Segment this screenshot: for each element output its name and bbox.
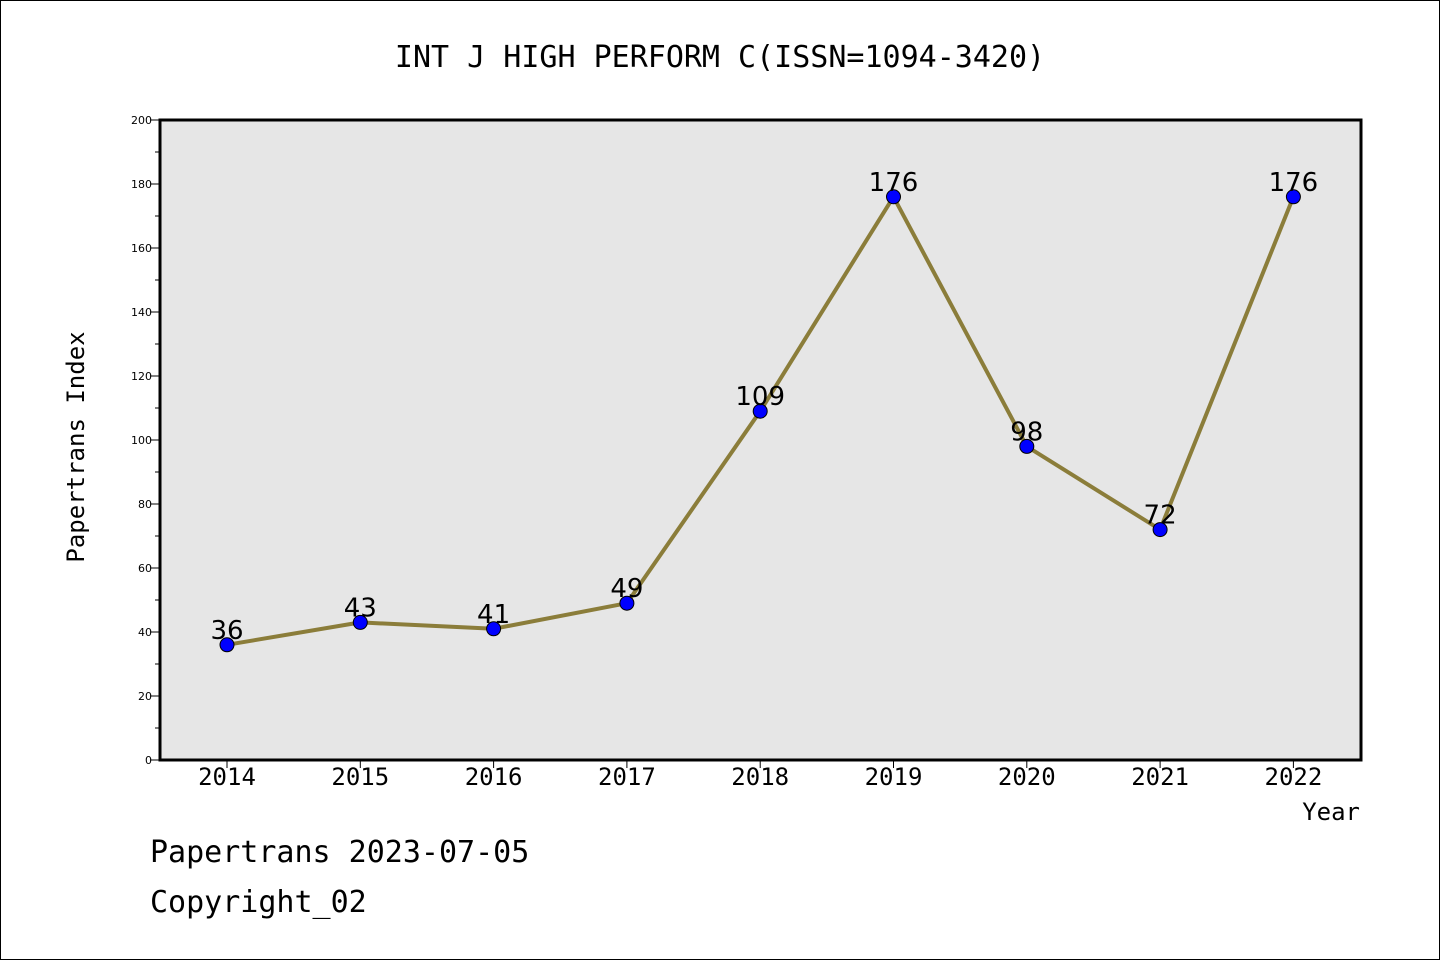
data-point [752, 403, 768, 419]
y-tick-label: 160 [131, 242, 152, 255]
y-tick-label: 180 [131, 178, 152, 191]
x-tick-label: 2020 [998, 763, 1056, 791]
y-tick-label: 120 [131, 370, 152, 383]
footer-date: Papertrans 2023-07-05 [150, 835, 530, 870]
x-axis: 2014 2015 2016 2017 2018 2019 2020 2021 2022 [198, 760, 1322, 791]
data-point [352, 614, 368, 630]
y-tick-label: 20 [138, 690, 152, 703]
y-axis: 0 20 40 60 80 100 120 140 160 180 200 [131, 114, 160, 767]
data-label: 41 [477, 600, 510, 630]
chart-title: INT J HIGH PERFORM C(ISSN=1094-3420) [395, 40, 1045, 75]
footer-copyright: Copyright_02 [150, 885, 367, 920]
y-tick-label: 80 [138, 498, 152, 511]
data-label: 98 [1010, 417, 1043, 447]
y-tick-label: 60 [138, 562, 152, 575]
x-tick-label: 2017 [598, 763, 656, 791]
data-point [619, 595, 635, 611]
data-point [886, 189, 901, 205]
x-tick-label: 2016 [465, 763, 523, 791]
data-point [1019, 438, 1035, 454]
data-label: 43 [344, 593, 377, 623]
x-tick-label: 2018 [731, 763, 789, 791]
data-label: 49 [610, 574, 643, 604]
data-point [219, 637, 235, 653]
data-label: 176 [869, 168, 919, 198]
data-point [486, 621, 502, 637]
x-tick-label: 2021 [1131, 763, 1189, 791]
plot-area [158, 118, 1363, 762]
data-label: 109 [735, 382, 785, 412]
y-tick-label: 100 [131, 434, 152, 447]
y-axis-label: Papertrans Index [62, 331, 90, 562]
x-tick-label: 2019 [865, 763, 923, 791]
series-layer: 36 43 41 49 109 176 98 72 176 [210, 168, 1319, 653]
x-tick-label: 2014 [198, 763, 256, 791]
data-label: 176 [1269, 168, 1319, 198]
data-point [1152, 522, 1168, 538]
y-tick-label: 0 [145, 754, 152, 767]
data-point [1285, 189, 1301, 205]
x-tick-label: 2022 [1265, 763, 1323, 791]
y-tick-label: 200 [131, 114, 152, 127]
data-label: 36 [210, 616, 243, 646]
x-tick-label: 2015 [331, 763, 389, 791]
y-tick-label: 40 [138, 626, 152, 639]
x-axis-label: Year [1302, 798, 1360, 826]
data-label: 72 [1144, 501, 1177, 531]
y-tick-label: 140 [131, 306, 152, 319]
